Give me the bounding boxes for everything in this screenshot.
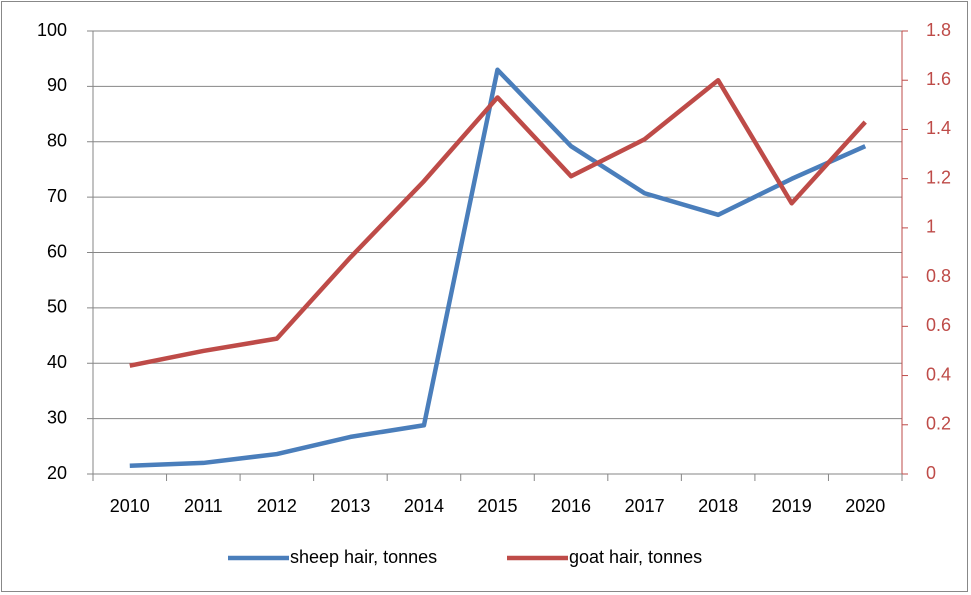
x-tick-label: 2017 xyxy=(625,496,665,516)
y-tick-label: 20 xyxy=(47,463,67,483)
x-tick-label: 2020 xyxy=(845,496,885,516)
y2-tick-label: 0.2 xyxy=(926,414,951,434)
y2-tick-label: 0.8 xyxy=(926,266,951,286)
y2-tick-label: 1.6 xyxy=(926,69,951,89)
x-tick-label: 2011 xyxy=(184,496,223,516)
y2-tick-label: 1 xyxy=(926,217,936,237)
y-tick-label: 90 xyxy=(47,75,67,95)
x-tick-label: 2018 xyxy=(698,496,738,516)
y2-tick-label: 1.2 xyxy=(926,167,951,187)
y2-tick-label: 0.6 xyxy=(926,315,951,335)
y-tick-label: 80 xyxy=(47,131,67,151)
y-tick-label: 50 xyxy=(47,297,67,317)
x-tick-label: 2012 xyxy=(257,496,297,516)
y2-tick-label: 1.8 xyxy=(926,20,951,40)
x-tick-label: 2010 xyxy=(110,496,150,516)
y2-tick-label: 0 xyxy=(926,463,936,483)
x-tick-label: 2013 xyxy=(330,496,370,516)
y-tick-label: 100 xyxy=(37,20,67,40)
y-tick-label: 70 xyxy=(47,186,67,206)
y2-tick-label: 1.4 xyxy=(926,118,951,138)
series-line xyxy=(129,67,867,468)
y-tick-label: 60 xyxy=(47,241,67,261)
x-tick-label: 2016 xyxy=(551,496,591,516)
y-tick-label: 40 xyxy=(47,352,67,372)
y-tick-label: 30 xyxy=(47,407,67,427)
x-tick-label: 2015 xyxy=(477,496,517,516)
y2-tick-label: 0.4 xyxy=(926,364,951,384)
series-line xyxy=(129,77,867,368)
legend-label: goat hair, tonnes xyxy=(569,547,702,567)
x-tick-label: 2014 xyxy=(404,496,444,516)
x-tick-label: 2019 xyxy=(772,496,812,516)
legend-label: sheep hair, tonnes xyxy=(290,547,437,567)
